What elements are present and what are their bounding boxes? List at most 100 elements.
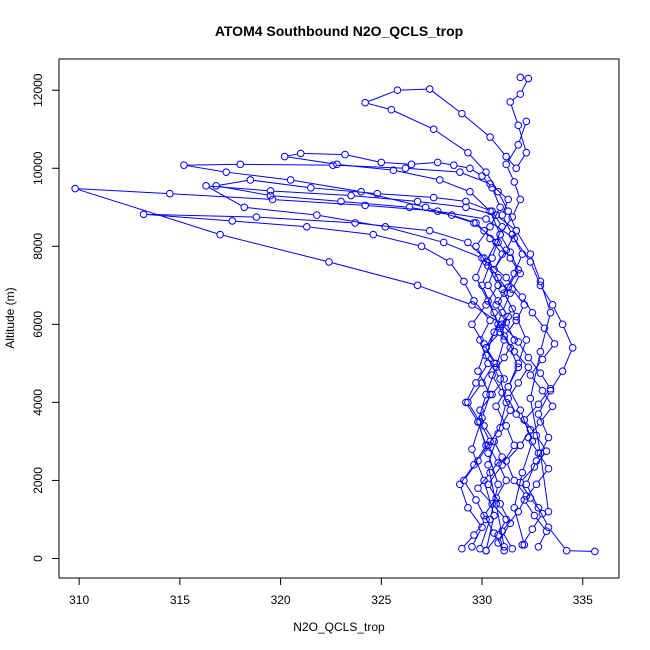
series-segment (539, 533, 546, 545)
data-point (468, 542, 476, 551)
series-segment (497, 483, 505, 496)
data-point (468, 301, 476, 309)
data-point (526, 250, 535, 258)
series-segment (539, 510, 548, 525)
series-segment (540, 315, 551, 349)
series-segment (509, 369, 518, 385)
series-segment (530, 401, 541, 450)
series-segment (492, 185, 507, 198)
data-point (534, 410, 543, 418)
series-segment (493, 213, 501, 225)
series-segment (497, 409, 506, 424)
series-segment (486, 370, 496, 392)
series-segment (482, 397, 490, 416)
series-segment (501, 219, 511, 233)
data-point (478, 379, 486, 387)
data-point (462, 197, 470, 206)
series-segment (468, 207, 494, 215)
y-tick-label: 2000 (31, 467, 45, 494)
data-point (558, 367, 567, 375)
series-segment (543, 393, 552, 404)
series-segment (510, 104, 518, 123)
data-point (417, 242, 426, 251)
data-point (333, 160, 341, 169)
series-segment (517, 307, 524, 318)
series-segment (514, 510, 524, 542)
series-segment (501, 330, 510, 346)
series-segment (509, 214, 516, 228)
x-tick-label: 310 (69, 593, 89, 607)
series-segment (489, 486, 499, 502)
data-point (429, 193, 438, 202)
data-point (514, 507, 523, 516)
data-point (413, 281, 422, 290)
series-segment (273, 195, 338, 202)
data-point (482, 301, 490, 309)
data-point (490, 308, 498, 317)
data-point (544, 523, 553, 532)
series-segment (384, 162, 409, 165)
data-point (496, 423, 504, 432)
series-segment (273, 190, 348, 196)
data-point (458, 109, 466, 118)
y-tick-label: 10000 (31, 151, 45, 185)
data-point (538, 355, 547, 364)
series-segment (463, 537, 473, 547)
series-segment (497, 366, 504, 377)
series-segment (479, 490, 491, 502)
data-point (202, 182, 210, 190)
series-segment (446, 243, 480, 258)
series-segment (479, 373, 490, 392)
series-segment (187, 165, 224, 173)
series-segment (420, 201, 463, 208)
series-segment (440, 162, 451, 166)
series-segment (223, 234, 326, 262)
data-point (568, 343, 577, 352)
series-segment (513, 276, 520, 287)
series-segment (461, 467, 473, 482)
data-series (71, 184, 599, 556)
series-segment (474, 306, 500, 323)
series-segment (482, 288, 494, 310)
y-axis: 0 2000 4000 6000 8000 10000 12000 (31, 73, 60, 562)
data-point (470, 531, 478, 539)
data-point (508, 544, 517, 553)
data-point (508, 213, 517, 221)
series-segment (394, 110, 431, 129)
data-point (510, 347, 519, 356)
series-segment (541, 375, 550, 387)
series-segment (545, 330, 554, 342)
series-segment (477, 502, 485, 517)
series-segment (469, 404, 479, 420)
data-point (500, 336, 508, 344)
data-point (484, 441, 492, 450)
data-point (538, 386, 547, 395)
series-segment (533, 516, 542, 527)
data-point (329, 161, 337, 169)
data-point (502, 273, 510, 282)
series-segment (408, 168, 457, 173)
series-segment (489, 268, 498, 283)
data-point (480, 511, 488, 520)
data-point (516, 406, 525, 415)
series-segment (542, 408, 551, 420)
data-point (502, 152, 510, 161)
data-point (439, 238, 448, 247)
data-point (476, 544, 484, 553)
data-point (506, 98, 515, 106)
series-segment (287, 156, 334, 165)
y-tick-label: 8000 (31, 233, 45, 260)
data-point (482, 215, 490, 223)
data-point (506, 519, 515, 528)
series-segment (479, 474, 489, 486)
series-segment (247, 207, 314, 216)
series-segment (468, 202, 490, 211)
data-point (252, 213, 261, 221)
series-segment (490, 487, 498, 517)
data-point (496, 375, 504, 383)
series-segment (531, 257, 540, 279)
data-point (536, 369, 545, 377)
series-segment (424, 247, 448, 261)
data-point (492, 211, 500, 219)
series-segment (483, 178, 491, 186)
